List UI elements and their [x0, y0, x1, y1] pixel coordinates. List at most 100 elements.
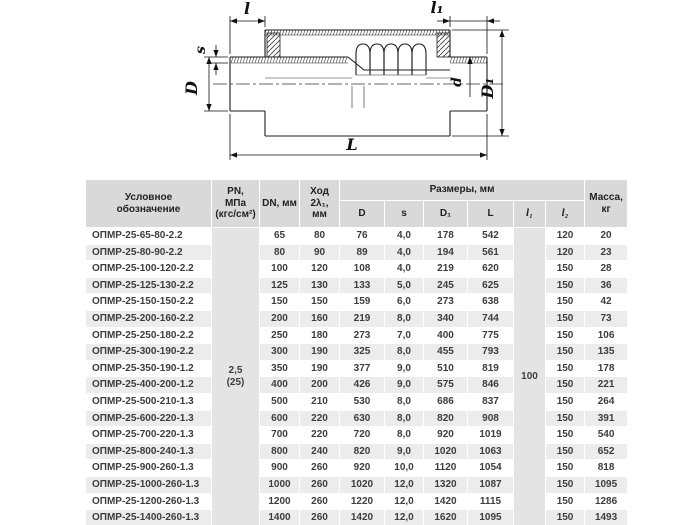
cell-designation: ОПМР-25-1000-260-1.3: [85, 475, 212, 494]
cell-designation: ОПМР-25-80-90-2.2: [85, 243, 212, 262]
cell-designation: ОПМР-25-1400-260-1.3: [85, 509, 212, 525]
cell: 220: [299, 426, 340, 444]
header-dim-l2: l₂: [544, 200, 586, 228]
cell-mass: 652: [584, 442, 629, 461]
table-row: ОПМР-25-80-90-2.2 80 90 89 4,0 194 561 120 23: [85, 243, 629, 262]
table-row: ОПМР-25-400-200-1.2 400 200 426 9,0 575 846 150…: [85, 376, 629, 394]
table-row: ОПМР-25-500-210-1.3 500 210 530 8,0 686 837 150…: [85, 392, 629, 411]
cell: 150: [544, 459, 586, 477]
cell: 5,0: [384, 276, 424, 295]
cell-mass: 36: [584, 276, 629, 295]
table-row: ОПМР-25-600-220-1.3 600 220 630 8,0 820 908 150…: [85, 409, 629, 428]
cell: 820: [339, 442, 385, 461]
header-dimensions-group: Размеры, мм: [338, 179, 586, 201]
cell: 1620: [423, 509, 468, 525]
cell: 542: [467, 227, 514, 245]
header-stroke: Ход 2λ₁, мм: [299, 179, 340, 228]
cell: 920: [339, 459, 385, 477]
cell-designation: ОПМР-25-700-220-1.3: [85, 426, 212, 444]
cell: 775: [467, 326, 514, 345]
cell: 150: [544, 475, 586, 494]
cell: 793: [467, 343, 514, 361]
cell: 630: [339, 409, 385, 428]
cell-mass: 20: [584, 227, 629, 245]
cell: 160: [299, 309, 340, 328]
cell: 800: [259, 442, 300, 461]
cell-mass: 1286: [584, 492, 629, 511]
table-row: ОПМР-25-700-220-1.3 700 220 720 8,0 920 1019 15…: [85, 426, 629, 444]
cell: 150: [544, 309, 586, 328]
cell: 908: [467, 409, 514, 428]
table-row: ОПМР-25-1400-260-1.3 1400 260 1420 12,0 1620 1…: [85, 509, 629, 525]
cell: 80: [259, 243, 300, 262]
cell: 133: [339, 276, 385, 295]
cell: 150: [544, 260, 586, 278]
cell: 89: [339, 243, 385, 262]
dim-label-D: D: [182, 81, 201, 96]
cell: 837: [467, 392, 514, 411]
cell-designation: ОПМР-25-250-180-2.2: [85, 326, 212, 345]
table-body: ОПМР-25-65-80-2.2 2,5 (25) 65 80 76 4,0 178 542…: [85, 227, 629, 525]
cell: 1200: [259, 492, 300, 511]
cell: 686: [423, 392, 468, 411]
cell: 1019: [467, 426, 514, 444]
dim-label-L: L: [345, 135, 357, 154]
cell: 150: [544, 326, 586, 345]
cell: 150: [544, 359, 586, 378]
cell-designation: ОПМР-25-400-200-1.2: [85, 376, 212, 394]
cell-mass: 73: [584, 309, 629, 328]
table-row: ОПМР-25-1000-260-1.3 1000 260 1020 12,0 1320 1…: [85, 475, 629, 494]
header-dim-D: D: [339, 200, 385, 228]
cell-designation: ОПМР-25-125-130-2.2: [85, 276, 212, 295]
cell: 455: [423, 343, 468, 361]
cell: 620: [467, 260, 514, 278]
header-dim-D1: D₁: [423, 200, 468, 228]
cell: 12,0: [384, 492, 424, 511]
pn-merged-cell: 2,5 (25): [211, 227, 260, 525]
table-row: ОПМР-25-350-190-1.2 350 190 377 9,0 510 819 150…: [85, 359, 629, 378]
cell-mass: 221: [584, 376, 629, 394]
cell-mass: 106: [584, 326, 629, 345]
cell: 1000: [259, 475, 300, 494]
cell: 4,0: [384, 260, 424, 278]
cell: 9,0: [384, 359, 424, 378]
header-dim-L: L: [467, 200, 514, 228]
cell-designation: ОПМР-25-100-120-2.2: [85, 260, 212, 278]
cell-designation: ОПМР-25-300-190-2.2: [85, 343, 212, 361]
cell: 4,0: [384, 243, 424, 262]
cell: 700: [259, 426, 300, 444]
cell: 1063: [467, 442, 514, 461]
cell: 920: [423, 426, 468, 444]
cell: 638: [467, 293, 514, 311]
table-row: ОПМР-25-1200-260-1.3 1200 260 1220 12,0 1420 1…: [85, 492, 629, 511]
cell-mass: 540: [584, 426, 629, 444]
table-row: ОПМР-25-200-160-2.2 200 160 219 8,0 340 744 150…: [85, 309, 629, 328]
table-row: ОПМР-25-100-120-2.2 100 120 108 4,0 219 620 150…: [85, 260, 629, 278]
cell: 150: [544, 442, 586, 461]
dim-label-D1: D₁: [478, 78, 497, 100]
cell: 200: [259, 309, 300, 328]
cell: 219: [423, 260, 468, 278]
cell: 76: [339, 227, 385, 245]
cell: 190: [299, 343, 340, 361]
cell: 150: [544, 409, 586, 428]
cell-mass: 1095: [584, 475, 629, 494]
cell: 720: [339, 426, 385, 444]
cell: 4,0: [384, 227, 424, 245]
cell: 819: [467, 359, 514, 378]
cell: 400: [423, 326, 468, 345]
cell: 150: [544, 509, 586, 525]
cell: 159: [339, 293, 385, 311]
cell-mass: 1493: [584, 509, 629, 525]
cell-mass: 264: [584, 392, 629, 411]
cell: 9,0: [384, 442, 424, 461]
cell: 260: [299, 459, 340, 477]
cell: 1095: [467, 509, 514, 525]
cell: 340: [423, 309, 468, 328]
cell: 180: [299, 326, 340, 345]
table-row: ОПМР-25-250-180-2.2 250 180 273 7,0 400 775 150…: [85, 326, 629, 345]
cell: 10,0: [384, 459, 424, 477]
cell: 273: [339, 326, 385, 345]
cell: 426: [339, 376, 385, 394]
